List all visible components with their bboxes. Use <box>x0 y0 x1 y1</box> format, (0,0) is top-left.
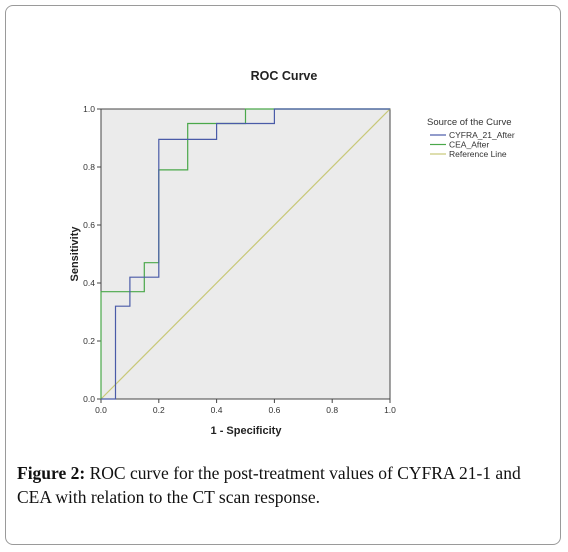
axis-ticks: 0.0 0.2 0.4 0.6 0.8 1.0 0.0 0.2 0.4 0.6 0.8 1.0 <box>83 104 396 415</box>
y-tick-label: 0.2 <box>83 336 95 346</box>
x-tick-label: 0.2 <box>153 405 165 415</box>
legend-label: CEA_After <box>449 140 489 150</box>
x-tick-label: 0.8 <box>326 405 338 415</box>
y-tick-label: 0.6 <box>83 220 95 230</box>
figure-caption: Figure 2: ROC curve for the post-treatme… <box>17 461 557 509</box>
y-tick-label: 1.0 <box>83 104 95 114</box>
x-axis-label: 1 - Specificity <box>211 425 283 437</box>
y-tick-label: 0.8 <box>83 162 95 172</box>
caption-text: ROC curve for the post-treatment values … <box>17 463 521 507</box>
legend-label: CYFRA_21_After <box>449 130 515 140</box>
y-tick-label: 0.0 <box>83 394 95 404</box>
x-tick-label: 1.0 <box>384 405 396 415</box>
series-line-cyfra-21-after <box>101 108 390 400</box>
series-layer <box>100 108 391 400</box>
roc-chart: ROC Curve 0.0 0.2 0.4 0.6 0.8 1.0 0.0 0.2 0.4 0.6… <box>69 69 515 437</box>
x-tick-label: 0.6 <box>268 405 280 415</box>
x-tick-label: 0.4 <box>211 405 223 415</box>
x-tick-label: 0.0 <box>95 405 107 415</box>
caption-label: Figure 2: <box>17 463 86 483</box>
series-line-reference-line <box>100 108 391 400</box>
legend-title: Source of the Curve <box>427 117 512 128</box>
y-tick-label: 0.4 <box>83 278 95 288</box>
legend: Source of the Curve CYFRA_21_AfterCEA_Af… <box>427 117 515 159</box>
chart-title: ROC Curve <box>251 69 318 83</box>
y-axis-label: Sensitivity <box>69 226 81 282</box>
legend-label: Reference Line <box>449 149 507 159</box>
